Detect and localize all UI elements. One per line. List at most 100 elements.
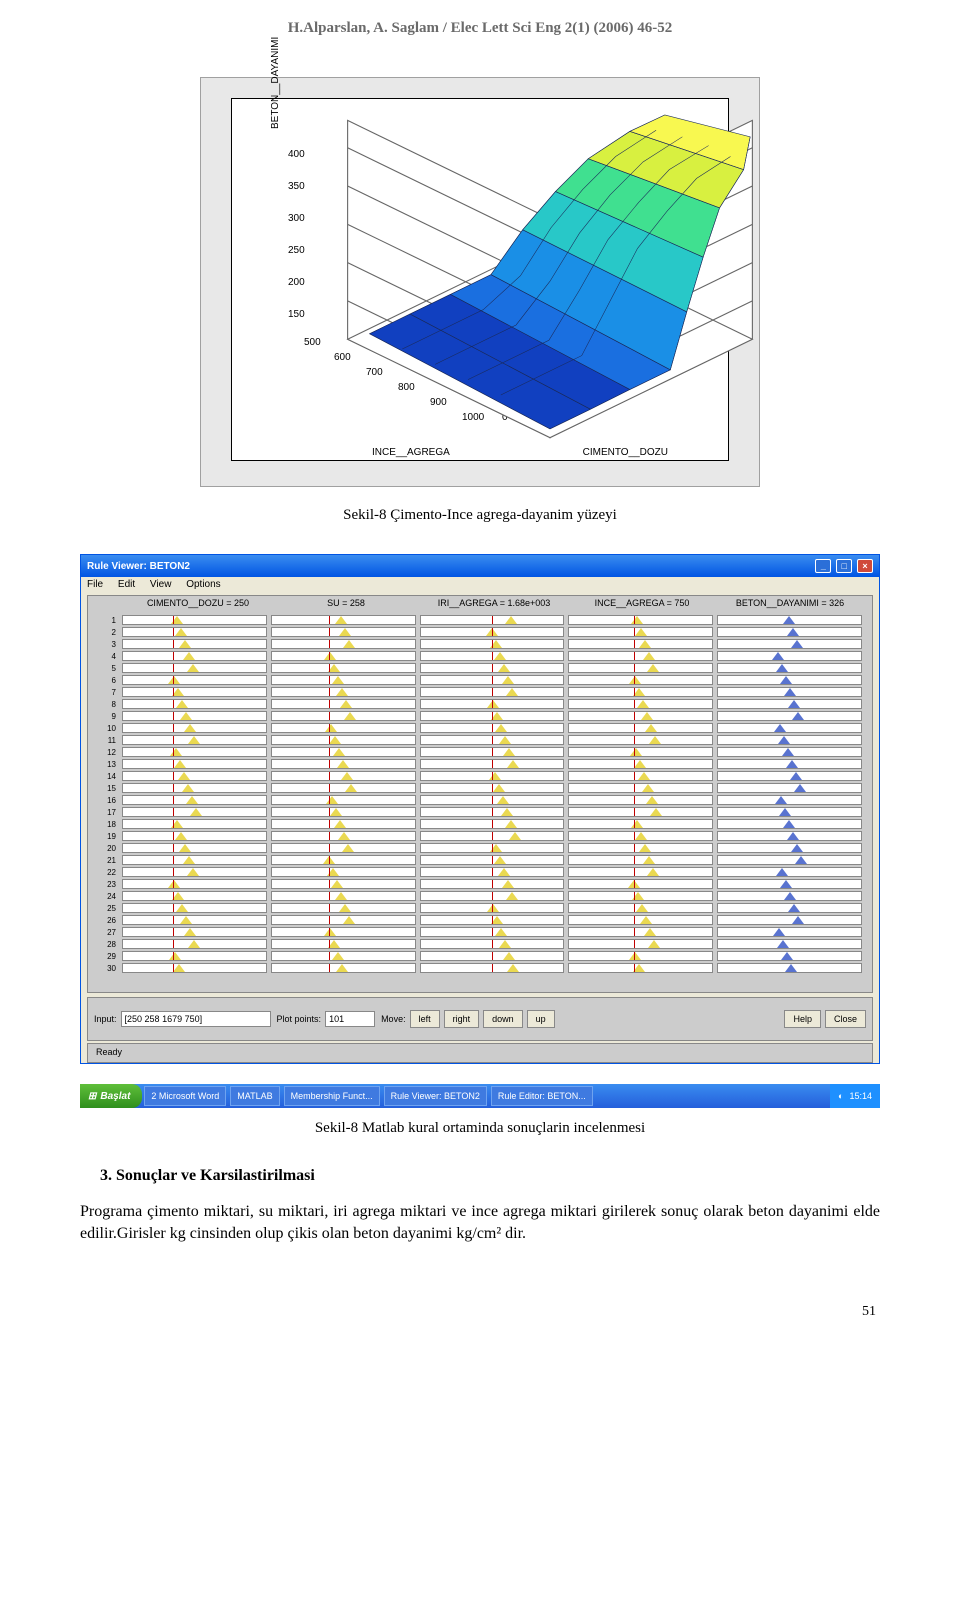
rule-output-cell [717, 663, 862, 673]
rule-input-cell [420, 927, 565, 937]
rule-number: 18 [96, 820, 120, 829]
rule-input-cell [122, 879, 267, 889]
move-up-button[interactable]: up [527, 1010, 555, 1028]
surface-plot-figure: BETON__DAYANIMI 150 200 250 300 350 400 … [200, 77, 760, 487]
rule-input-cell [271, 879, 416, 889]
rule-input-cell [122, 687, 267, 697]
rule-input-cell [122, 711, 267, 721]
start-button[interactable]: ⊞ Başlat [80, 1084, 142, 1108]
bottom-panel: Input: Plot points: Move: left right dow… [87, 997, 873, 1041]
maximize-icon[interactable]: □ [836, 559, 852, 573]
rule-input-cell [568, 939, 713, 949]
rule-input-cell [122, 675, 267, 685]
rule-input-cell [271, 639, 416, 649]
close-icon[interactable]: × [857, 559, 873, 573]
clock: 15:14 [849, 1091, 872, 1101]
rule-row: 17 [96, 806, 864, 818]
window-buttons: _ □ × [813, 559, 873, 573]
rule-input-cell [568, 663, 713, 673]
rule-input-cell [420, 651, 565, 661]
rule-input-cell [420, 723, 565, 733]
rule-number: 23 [96, 880, 120, 889]
menu-edit[interactable]: Edit [118, 579, 135, 590]
figure1-caption: Sekil-8 Çimento-Ince agrega-dayanim yüze… [80, 507, 880, 524]
menu-view[interactable]: View [150, 579, 172, 590]
rule-number: 12 [96, 748, 120, 757]
rule-number: 15 [96, 784, 120, 793]
rule-input-cell [420, 639, 565, 649]
rule-row: 19 [96, 830, 864, 842]
rule-row: 16 [96, 794, 864, 806]
rule-input-cell [420, 831, 565, 841]
move-down-button[interactable]: down [483, 1010, 523, 1028]
rule-row: 30 [96, 962, 864, 974]
plotpoints-label: Plot points: [277, 1014, 322, 1024]
taskbar-item[interactable]: Rule Editor: BETON... [491, 1086, 593, 1106]
rule-input-cell [420, 711, 565, 721]
rule-input-cell [420, 855, 565, 865]
rule-input-cell [568, 711, 713, 721]
rule-input-cell [420, 687, 565, 697]
rule-input-cell [271, 687, 416, 697]
plotpoints-field[interactable] [325, 1011, 375, 1027]
rule-input-cell [420, 783, 565, 793]
rule-output-cell [717, 651, 862, 661]
rule-input-cell [271, 903, 416, 913]
rule-input-cell [122, 939, 267, 949]
rule-number: 5 [96, 664, 120, 673]
close-button[interactable]: Close [825, 1010, 866, 1028]
menubar: File Edit View Options [81, 577, 879, 595]
taskbar-item[interactable]: 2 Microsoft Word [144, 1086, 226, 1106]
rule-input-cell [420, 819, 565, 829]
rule-input-cell [122, 891, 267, 901]
rule-input-cell [271, 663, 416, 673]
minimize-icon[interactable]: _ [815, 559, 831, 573]
rule-input-cell [568, 747, 713, 757]
rule-input-cell [122, 783, 267, 793]
rule-row: 4 [96, 650, 864, 662]
rule-input-cell [420, 903, 565, 913]
col-header: CIMENTO__DOZU = 250 [124, 598, 272, 608]
rule-input-cell [271, 867, 416, 877]
rule-input-cell [420, 807, 565, 817]
rule-number: 19 [96, 832, 120, 841]
rule-row: 27 [96, 926, 864, 938]
rule-input-cell [568, 771, 713, 781]
rule-input-cell [122, 927, 267, 937]
rule-input-cell [568, 951, 713, 961]
rule-input-cell [420, 891, 565, 901]
taskbar-item[interactable]: Membership Funct... [284, 1086, 380, 1106]
rule-input-cell [568, 963, 713, 973]
rule-grid: 1234567891011121314151617181920212223242… [96, 614, 864, 988]
input-vector-field[interactable] [121, 1011, 271, 1027]
taskbar-item[interactable]: Rule Viewer: BETON2 [384, 1086, 487, 1106]
rule-output-cell [717, 843, 862, 853]
rule-input-cell [420, 867, 565, 877]
rule-row: 9 [96, 710, 864, 722]
rule-number: 4 [96, 652, 120, 661]
rule-input-cell [271, 915, 416, 925]
rule-input-cell [122, 747, 267, 757]
menu-options[interactable]: Options [186, 579, 220, 590]
move-left-button[interactable]: left [410, 1010, 440, 1028]
help-button[interactable]: Help [784, 1010, 821, 1028]
rule-number: 20 [96, 844, 120, 853]
rule-input-cell [568, 867, 713, 877]
rule-row: 20 [96, 842, 864, 854]
move-right-button[interactable]: right [444, 1010, 480, 1028]
rule-input-cell [568, 699, 713, 709]
taskbar-item[interactable]: MATLAB [230, 1086, 279, 1106]
rule-input-cell [122, 663, 267, 673]
rule-input-cell [568, 759, 713, 769]
rule-input-cell [271, 699, 416, 709]
rule-output-cell [717, 879, 862, 889]
menu-file[interactable]: File [87, 579, 103, 590]
rule-input-cell [568, 651, 713, 661]
rule-output-cell [717, 747, 862, 757]
rule-input-cell [568, 903, 713, 913]
rule-input-cell [122, 903, 267, 913]
rule-output-cell [717, 831, 862, 841]
figure2-caption: Sekil-8 Matlab kural ortaminda sonuçlari… [80, 1120, 880, 1137]
rule-input-cell [122, 723, 267, 733]
start-label: Başlat [100, 1091, 130, 1102]
